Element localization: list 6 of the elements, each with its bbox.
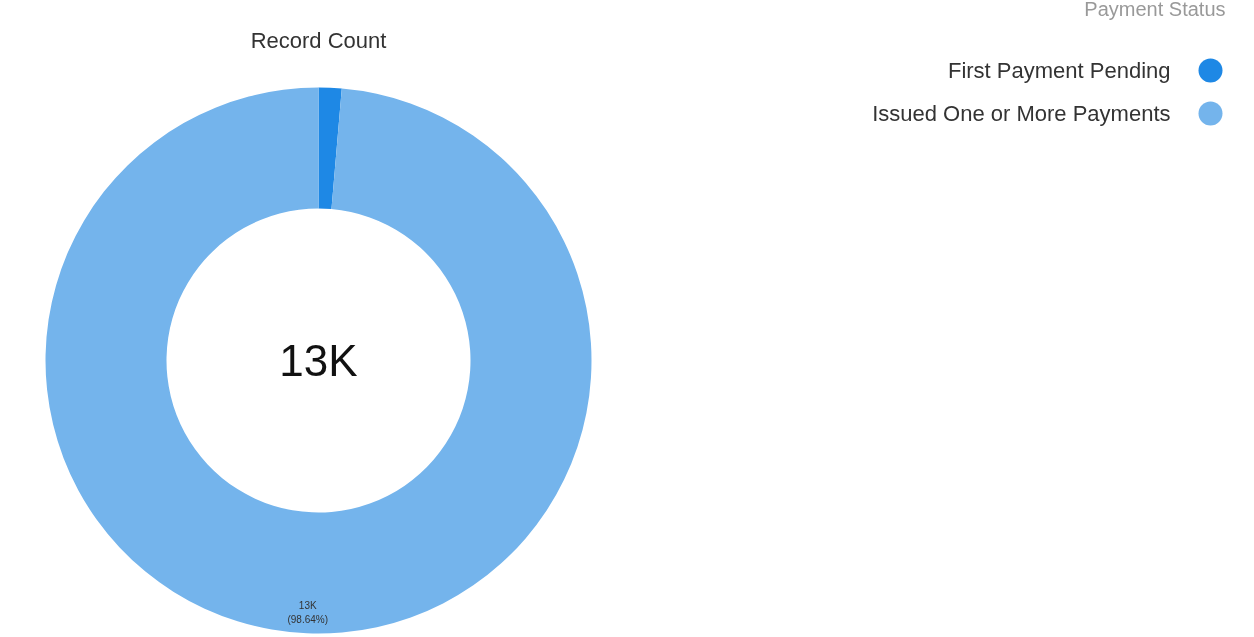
legend-label: First Payment Pending [947,58,1171,83]
legend-title: Payment Status [1084,0,1226,20]
legend-label: Issued One or More Payments [872,101,1171,126]
chart-title: Record Count [250,28,387,53]
data-label: 13K (98.64%) [287,600,329,626]
text: 13K [279,336,358,385]
